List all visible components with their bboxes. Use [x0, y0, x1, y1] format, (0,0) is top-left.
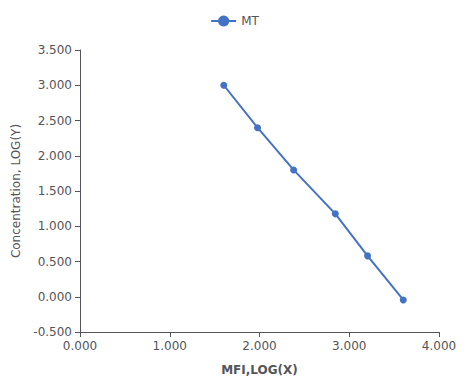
svg-text:0.500: 0.500: [38, 255, 72, 269]
svg-text:3.000: 3.000: [332, 339, 366, 353]
svg-text:2.500: 2.500: [38, 114, 72, 128]
svg-text:1.500: 1.500: [38, 184, 72, 198]
svg-text:0.000: 0.000: [63, 339, 97, 353]
svg-text:2.000: 2.000: [38, 149, 72, 163]
svg-text:1.000: 1.000: [38, 219, 72, 233]
svg-text:4.000: 4.000: [422, 339, 456, 353]
svg-text:MFI,LOG(X): MFI,LOG(X): [221, 363, 298, 377]
svg-text:-0.500: -0.500: [33, 325, 72, 339]
svg-text:0.000: 0.000: [38, 290, 72, 304]
svg-text:Concentration, LOG(Y): Concentration, LOG(Y): [9, 124, 23, 258]
svg-text:2.000: 2.000: [242, 339, 276, 353]
svg-text:3.000: 3.000: [38, 78, 72, 92]
svg-text:1.000: 1.000: [153, 339, 187, 353]
svg-text:3.500: 3.500: [38, 43, 72, 57]
svg-text:MT: MT: [241, 14, 259, 28]
